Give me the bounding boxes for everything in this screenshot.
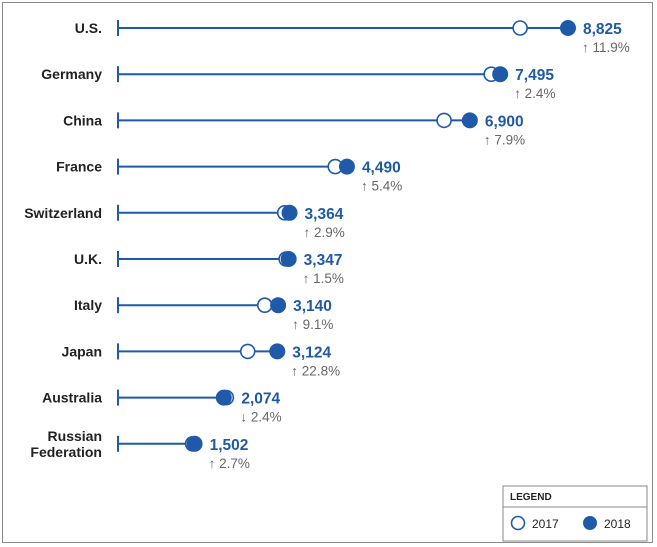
change-label: ↑ 5.4% bbox=[361, 179, 402, 194]
country-label: U.S. bbox=[75, 20, 102, 36]
country-label: Australia bbox=[42, 390, 102, 406]
marker-2017 bbox=[256, 297, 273, 314]
change-label: ↑ 7.9% bbox=[484, 132, 525, 147]
country-label: U.K. bbox=[74, 251, 102, 267]
value-label: 3,140 bbox=[293, 298, 332, 315]
change-label: ↑ 9.1% bbox=[292, 317, 333, 332]
country-label: Italy bbox=[74, 297, 102, 313]
marker-2017 bbox=[512, 20, 528, 36]
country-label: Federation bbox=[30, 444, 102, 460]
legend-title: LEGEND bbox=[510, 492, 552, 503]
legend-marker-2018 bbox=[583, 516, 597, 530]
change-label: ↓ 2.4% bbox=[240, 410, 281, 425]
country-label: Japan bbox=[62, 343, 102, 359]
country-label: Germany bbox=[41, 66, 102, 82]
legend-box bbox=[502, 485, 648, 542]
chart-frame bbox=[2, 2, 653, 543]
change-label: ↑ 1.5% bbox=[303, 271, 344, 286]
change-label: ↑ 22.8% bbox=[291, 363, 340, 378]
value-label: 8,825 bbox=[583, 21, 622, 38]
legend-marker-2017 bbox=[510, 515, 526, 531]
marker-2018 bbox=[269, 343, 286, 360]
marker-2017 bbox=[436, 112, 452, 129]
value-label: 7,495 bbox=[515, 67, 554, 84]
change-label: ↑ 2.4% bbox=[514, 86, 555, 101]
marker-2017 bbox=[239, 343, 256, 360]
change-label: ↑ 2.7% bbox=[209, 456, 250, 471]
value-label: 3,364 bbox=[305, 206, 344, 223]
legend-label-2018: 2018 bbox=[604, 517, 631, 531]
marker-2018 bbox=[338, 158, 355, 175]
value-label: 3,347 bbox=[304, 252, 343, 269]
marker-2018 bbox=[186, 435, 203, 452]
country-label: France bbox=[56, 159, 102, 175]
change-label: ↑ 2.9% bbox=[304, 225, 345, 240]
change-label: ↑ 11.9% bbox=[582, 40, 630, 55]
marker-2018 bbox=[461, 112, 478, 129]
country-label: China bbox=[63, 112, 102, 128]
value-label: 1,502 bbox=[210, 437, 249, 454]
value-label: 3,124 bbox=[292, 344, 331, 361]
legend-label-2017: 2017 bbox=[532, 517, 559, 531]
marker-2018 bbox=[560, 20, 576, 36]
marker-2018 bbox=[280, 251, 297, 267]
marker-2018 bbox=[215, 389, 232, 406]
value-label: 4,490 bbox=[362, 160, 401, 177]
country-label: Switzerland bbox=[24, 205, 102, 221]
value-label: 6,900 bbox=[485, 113, 524, 130]
chart-rows: U.S. 8,825 ↑ 11.9% Germany 7,495 ↑ 2.4% China 6… bbox=[24, 20, 630, 471]
legend: LEGEND 2017 2018 bbox=[502, 485, 648, 542]
country-label: Russian bbox=[48, 428, 102, 444]
marker-2018 bbox=[281, 204, 298, 221]
value-label: 2,074 bbox=[241, 391, 280, 408]
marker-2018 bbox=[492, 66, 509, 83]
marker-2018 bbox=[270, 297, 287, 314]
